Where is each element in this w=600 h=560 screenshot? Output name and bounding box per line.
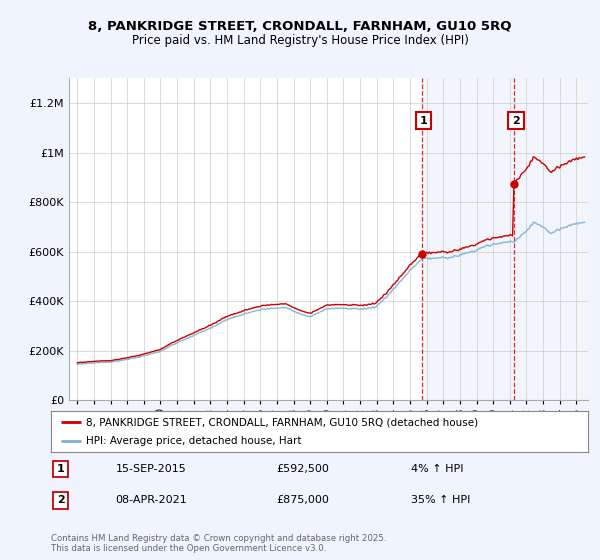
Text: £875,000: £875,000 xyxy=(277,496,329,506)
Text: 1: 1 xyxy=(419,115,427,125)
Bar xyxy=(422,78,588,400)
Text: 4% ↑ HPI: 4% ↑ HPI xyxy=(411,464,463,474)
Text: 15-SEP-2015: 15-SEP-2015 xyxy=(115,464,186,474)
Text: Price paid vs. HM Land Registry's House Price Index (HPI): Price paid vs. HM Land Registry's House … xyxy=(131,34,469,46)
Text: HPI: Average price, detached house, Hart: HPI: Average price, detached house, Hart xyxy=(86,436,301,446)
Text: 35% ↑ HPI: 35% ↑ HPI xyxy=(411,496,470,506)
Text: £592,500: £592,500 xyxy=(277,464,329,474)
Text: 2: 2 xyxy=(57,496,65,506)
Text: 2: 2 xyxy=(512,115,520,125)
Text: 8, PANKRIDGE STREET, CRONDALL, FARNHAM, GU10 5RQ: 8, PANKRIDGE STREET, CRONDALL, FARNHAM, … xyxy=(88,20,512,32)
Text: Contains HM Land Registry data © Crown copyright and database right 2025.
This d: Contains HM Land Registry data © Crown c… xyxy=(51,534,386,553)
Text: 8, PANKRIDGE STREET, CRONDALL, FARNHAM, GU10 5RQ (detached house): 8, PANKRIDGE STREET, CRONDALL, FARNHAM, … xyxy=(86,417,478,427)
Text: 08-APR-2021: 08-APR-2021 xyxy=(115,496,187,506)
Text: 1: 1 xyxy=(57,464,65,474)
